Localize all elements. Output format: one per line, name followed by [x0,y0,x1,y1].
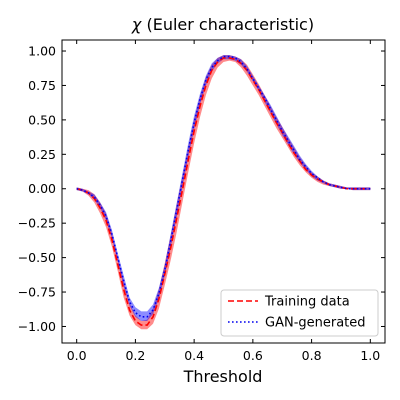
legend-box [220,289,379,337]
y-tick-label: 1.00 [28,44,56,59]
series-line-gan-generated [76,55,371,318]
x-axis-label: Threshold [183,367,263,386]
legend-label-training-data: Training data [264,295,350,310]
y-tick-label: 0.50 [28,112,56,127]
y-tick-label: −0.50 [18,250,56,265]
y-tick-label: 0.75 [28,78,56,93]
y-tick-label: 0.00 [28,181,56,196]
legend-label-gan-generated: GAN-generated [265,316,366,331]
legend: Training data GAN-generated [220,289,379,337]
x-tick-label: 1.0 [360,348,380,363]
chart-title-text: (Euler characteristic) [141,15,314,34]
x-tick-label: 0.4 [184,348,204,363]
series-line-training-data [76,57,371,326]
series-lines [76,55,371,326]
y-tick-label: 0.25 [28,147,56,162]
chart-title: χ (Euler characteristic) [131,15,314,34]
y-tick-label: −0.75 [18,285,56,300]
band-training-data [76,55,371,330]
x-tick-label: 0.6 [243,348,263,363]
y-axis-ticks: 1.00 0.75 0.50 0.25 0.00 −0.25 −0.50 −0.75 −1.00 [18,44,385,334]
x-tick-label: 0.2 [125,348,145,363]
x-tick-label: 0.0 [67,348,87,363]
y-tick-label: −1.00 [18,319,56,334]
confidence-bands [76,55,371,330]
x-axis-ticks: 0.0 0.2 0.4 0.6 0.8 1.0 [67,40,380,363]
x-tick-label: 0.8 [302,348,322,363]
chart-title-symbol: χ [131,15,142,34]
y-tick-label: −0.25 [18,216,56,231]
plot-frame [61,39,386,344]
